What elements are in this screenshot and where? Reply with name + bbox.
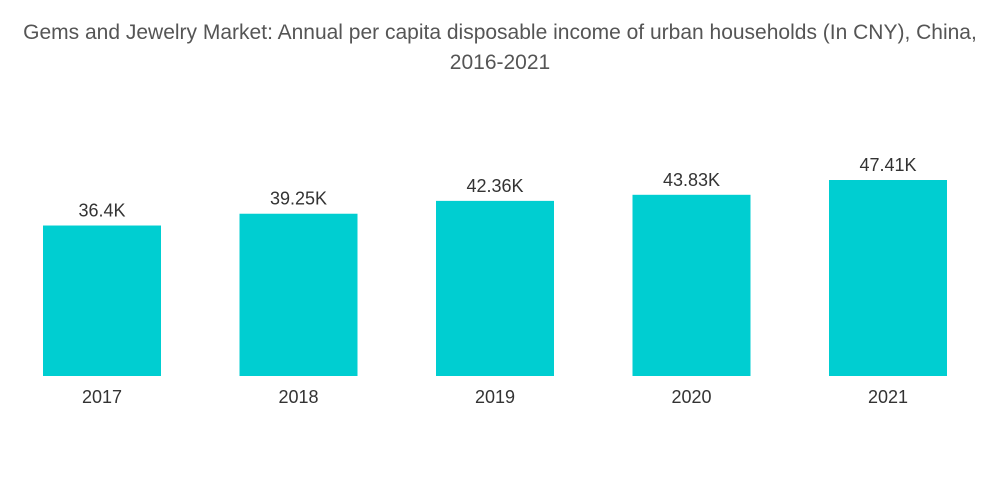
bars-group	[43, 180, 947, 376]
data-labels-group: 36.4K 39.25K 42.36K 43.83K 47.41K	[78, 155, 916, 221]
x-tick-label-2020: 2020	[671, 387, 711, 407]
x-tick-label-2017: 2017	[82, 387, 122, 407]
data-label-2017: 36.4K	[78, 201, 125, 221]
x-tick-label-2021: 2021	[868, 387, 908, 407]
bar-2019	[436, 200, 554, 376]
chart-title-text: Gems and Jewelry Market: Annual per capi…	[23, 21, 977, 74]
x-tick-labels-group: 2017 2018 2019 2020 2021	[82, 387, 908, 407]
x-tick-label-2019: 2019	[475, 387, 515, 407]
x-tick-label-2018: 2018	[278, 387, 318, 407]
bar-2017	[43, 225, 161, 376]
data-label-2021: 47.41K	[859, 155, 916, 175]
data-label-2018: 39.25K	[270, 189, 327, 209]
bar-2018	[239, 213, 358, 376]
bar-2021	[829, 180, 947, 376]
data-label-2019: 42.36K	[466, 176, 523, 196]
data-label-2020: 43.83K	[663, 170, 720, 190]
chart-title: Gems and Jewelry Market: Annual per capi…	[0, 18, 1000, 78]
bar-2020	[632, 194, 751, 376]
